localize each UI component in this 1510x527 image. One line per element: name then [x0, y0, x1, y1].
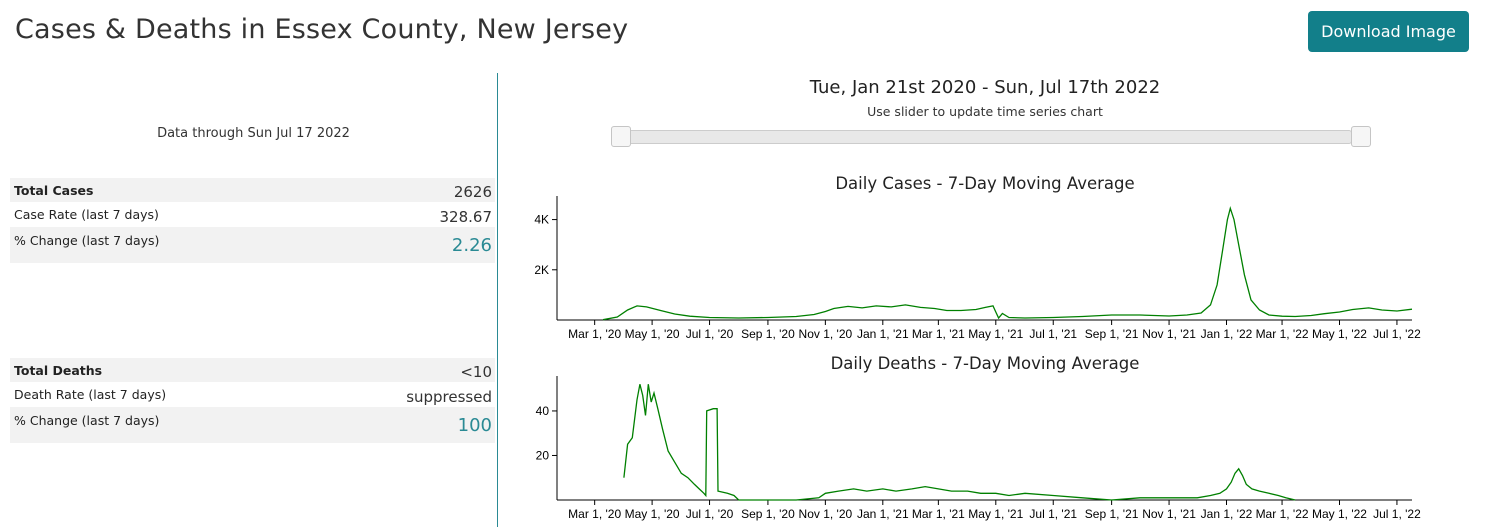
x-tick-label: Jul 1, '20 [686, 507, 734, 521]
y-tick-label: 40 [536, 404, 550, 418]
page-title: Cases & Deaths in Essex County, New Jers… [15, 14, 629, 45]
data-through-label: Data through Sun Jul 17 2022 [157, 126, 350, 141]
stat-value: 100 [457, 415, 492, 436]
x-tick-label: Sep 1, '20 [741, 507, 795, 521]
cases-chart-title: Daily Cases - 7-Day Moving Average [835, 174, 1135, 193]
cases-chart: 2K 4K Mar 1, '20 May 1, '20 Jul 1, '20 Sep 1,… [534, 196, 1421, 341]
x-tick-label: Sep 1, '21 [1085, 507, 1139, 521]
x-tick-label: Jul 1, '20 [686, 327, 734, 341]
y-tick-label: 20 [536, 448, 550, 462]
x-tick-label: Nov 1, '21 [1142, 327, 1196, 341]
x-tick-label: May 1, '22 [1312, 507, 1367, 521]
x-tick-label: Sep 1, '20 [741, 327, 795, 341]
stat-row-death-change: % Change (last 7 days) 100 [10, 407, 495, 443]
deaths-chart-title: Daily Deaths - 7-Day Moving Average [830, 354, 1140, 373]
x-tick-label: Jan 1, '21 [857, 327, 909, 341]
stat-row-case-change: % Change (last 7 days) 2.26 [10, 227, 495, 263]
x-tick-label: Nov 1, '20 [799, 327, 853, 341]
x-tick-label: Nov 1, '21 [1142, 507, 1196, 521]
stat-label: Total Cases [14, 182, 94, 198]
series-line [602, 205, 1413, 321]
x-tick-label: Mar 1, '22 [1256, 327, 1309, 341]
x-tick-label: May 1, '21 [968, 327, 1023, 341]
x-tick-label: Jul 1, '21 [1029, 327, 1077, 341]
slider-handle-end[interactable] [1351, 126, 1371, 147]
x-tick-label: Jul 1, '22 [1373, 507, 1421, 521]
stat-row-total-deaths: Total Deaths <10 [10, 358, 495, 382]
x-tick-label: Nov 1, '20 [799, 507, 853, 521]
x-tick-label: May 1, '21 [968, 507, 1023, 521]
panel-divider [497, 73, 498, 527]
stat-value: 2626 [453, 183, 492, 201]
stat-value: 328.67 [439, 207, 493, 226]
x-tick-label: Jan 1, '21 [857, 507, 909, 521]
x-tick-label: Mar 1, '21 [912, 327, 965, 341]
slider-hint: Use slider to update time series chart [867, 104, 1103, 119]
stat-value: <10 [460, 363, 492, 381]
download-image-button[interactable]: Download Image [1308, 11, 1469, 52]
stat-label: Death Rate (last 7 days) [14, 387, 167, 402]
x-tick-label: May 1, '20 [625, 327, 680, 341]
slider-handle-start[interactable] [611, 126, 631, 147]
stat-value: 2.26 [451, 235, 492, 256]
cases-summary-table: Total Cases 2626 Case Rate (last 7 days)… [10, 178, 495, 263]
x-tick-label: May 1, '22 [1312, 327, 1367, 341]
deaths-summary-table: Total Deaths <10 Death Rate (last 7 days… [10, 358, 495, 443]
x-tick-label: Mar 1, '22 [1256, 507, 1309, 521]
date-range-slider[interactable] [620, 130, 1352, 144]
x-tick-label: Jan 1, '22 [1201, 327, 1253, 341]
stat-label: Case Rate (last 7 days) [14, 207, 159, 222]
stat-row-total-cases: Total Cases 2626 [10, 178, 495, 202]
stat-label: % Change (last 7 days) [14, 233, 160, 248]
x-tick-label: Mar 1, '20 [568, 327, 621, 341]
deaths-chart: 20 40 Mar 1, '20 May 1, '20 Jul 1, '20 Sep 1,… [536, 376, 1421, 521]
date-range-title: Tue, Jan 21st 2020 - Sun, Jul 17th 2022 [809, 77, 1161, 98]
y-tick-label: 2K [534, 263, 549, 277]
stat-row-death-rate: Death Rate (last 7 days) suppressed [10, 382, 495, 407]
x-tick-label: Mar 1, '20 [568, 507, 621, 521]
stat-row-case-rate: Case Rate (last 7 days) 328.67 [10, 202, 495, 227]
x-tick-label: Jul 1, '21 [1029, 507, 1077, 521]
x-tick-label: Sep 1, '21 [1085, 327, 1139, 341]
stat-label: Total Deaths [14, 362, 103, 378]
stat-value: suppressed [406, 387, 492, 406]
x-tick-label: Mar 1, '21 [912, 507, 965, 521]
y-tick-label: 4K [534, 213, 549, 227]
x-tick-label: Jan 1, '22 [1201, 507, 1253, 521]
stat-label: % Change (last 7 days) [14, 413, 160, 428]
x-tick-label: Jul 1, '22 [1373, 327, 1421, 341]
series-line [623, 384, 1296, 501]
x-tick-label: May 1, '20 [625, 507, 680, 521]
